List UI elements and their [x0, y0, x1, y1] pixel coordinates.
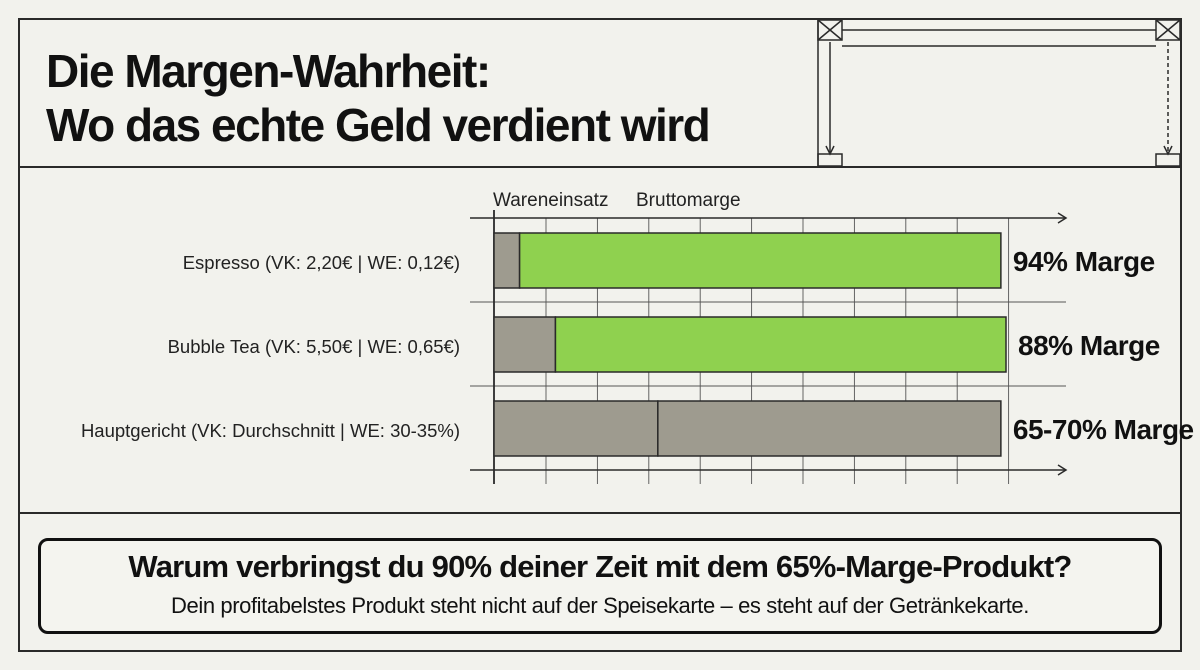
bar-cost — [493, 400, 659, 457]
category-label: Bubble Tea (VK: 5,50€ | WE: 0,65€) — [168, 336, 460, 357]
title-line-2: Wo das echte Geld verdient wird — [46, 99, 711, 151]
blueprint-sketch — [817, 18, 1181, 167]
page-title: Die Margen-Wahrheit: Wo das echte Geld v… — [46, 44, 711, 152]
bar-label: 88% Marge — [1018, 330, 1160, 361]
outer-frame — [18, 18, 1182, 652]
callout-box: Warum verbringst du 90% deiner Zeit mit … — [38, 538, 1162, 634]
legend-label-margin: Bruttomarge — [636, 190, 741, 211]
bar-cost — [493, 232, 521, 289]
header-divider — [18, 166, 1182, 168]
bar-label: 94% Marge — [1013, 246, 1155, 277]
category-label: Espresso (VK: 2,20€ | WE: 0,12€) — [183, 252, 460, 273]
bar-margin — [518, 232, 1002, 289]
bar-cost — [493, 316, 557, 373]
bar-margin — [657, 400, 1002, 457]
category-label: Hauptgericht (VK: Durchschnitt | WE: 30-… — [81, 420, 460, 441]
bar-label: 65-70% Marge — [1013, 414, 1194, 445]
title-line-1: Die Margen-Wahrheit: — [46, 45, 491, 97]
callout-subline: Dein profitabelstes Produkt steht nicht … — [171, 593, 1029, 618]
callout-question: Warum verbringst du 90% deiner Zeit mit … — [128, 549, 1072, 584]
bar-margin — [554, 316, 1007, 373]
legend-label-cost: Wareneinsatz — [493, 190, 608, 211]
top-axis-arrow — [1057, 212, 1068, 224]
x-axis-arrow — [1057, 464, 1068, 476]
footer-divider — [18, 512, 1182, 514]
